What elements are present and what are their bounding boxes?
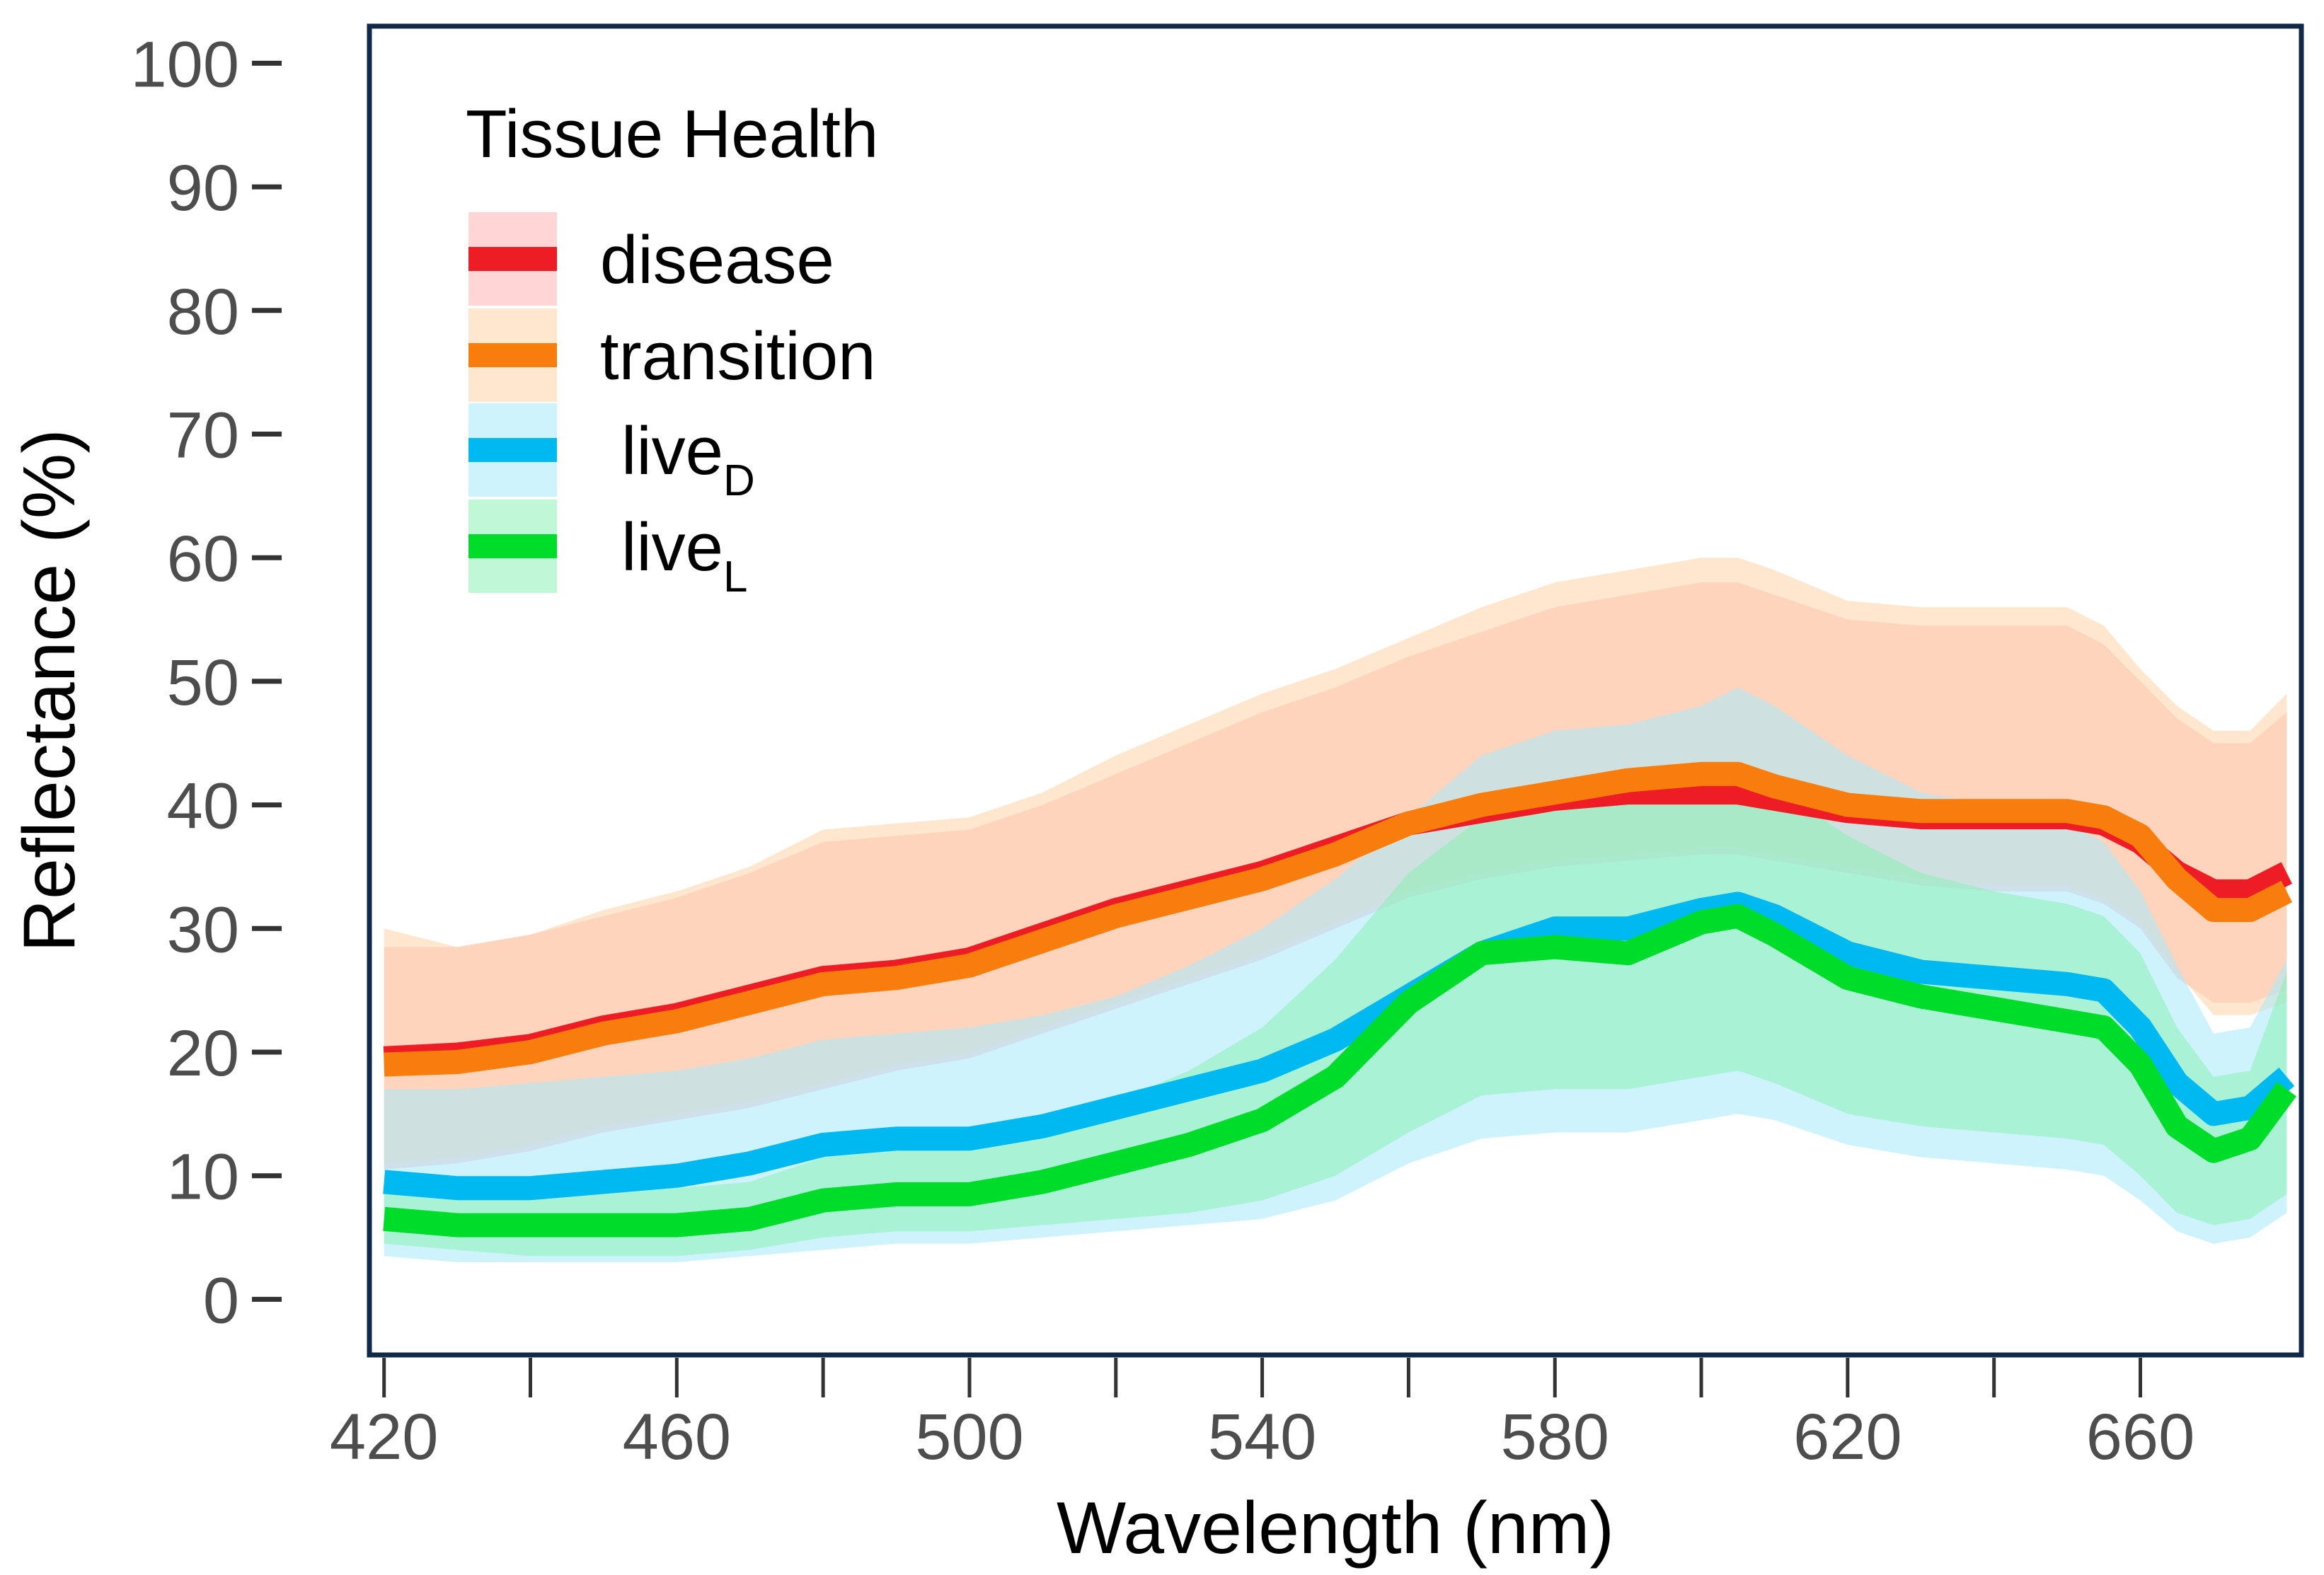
line-liveL — [383, 904, 2296, 1238]
legend-key-line-disease — [468, 247, 557, 271]
y-tick-label-20: 20 — [167, 1017, 239, 1090]
legend-title: Tissue Health — [466, 96, 878, 172]
legend-label-liveD: liveD — [621, 413, 755, 505]
x-tick-label-660: 660 — [2086, 1401, 2195, 1473]
y-tick-label-60: 60 — [167, 523, 239, 595]
y-tick-label-10: 10 — [167, 1141, 239, 1213]
plot-panel-border — [367, 23, 2304, 1358]
band-liveL — [384, 768, 2287, 1257]
legend-label-liveL: liveL — [621, 509, 748, 601]
x-tick-label-460: 460 — [623, 1401, 732, 1473]
y-tick-label-50: 50 — [167, 647, 239, 719]
y-tick-label-80: 80 — [167, 276, 239, 348]
x-axis: 420 460 500 540 580 620 660 — [330, 1358, 2194, 1473]
y-tick-label-40: 40 — [167, 771, 239, 843]
y-axis-title: Reflectance (%) — [8, 429, 91, 952]
legend-label-transition: transition — [600, 318, 876, 394]
legend-key-line-liveD — [468, 438, 557, 462]
line-transition — [384, 761, 2292, 1077]
legend: Tissue Health disease transition liveDlive… — [466, 96, 878, 601]
y-tick-label-100: 100 — [131, 28, 240, 100]
legend-key-line-transition — [468, 343, 557, 367]
y-tick-label-70: 70 — [167, 400, 239, 472]
y-tick-label-90: 90 — [167, 152, 239, 224]
mean-lines — [383, 761, 2296, 1238]
x-tick-label-500: 500 — [915, 1401, 1024, 1473]
y-axis: 0 10 20 30 40 50 60 70 80 90 100 — [131, 28, 282, 1337]
x-tick-label-540: 540 — [1208, 1401, 1317, 1473]
x-tick-label-420: 420 — [330, 1401, 439, 1473]
x-tick-label-620: 620 — [1793, 1401, 1902, 1473]
y-tick-label-0: 0 — [203, 1264, 239, 1337]
legend-label-disease: disease — [600, 222, 834, 298]
y-tick-label-30: 30 — [167, 894, 239, 966]
x-tick-label-580: 580 — [1500, 1401, 1609, 1473]
x-axis-title: Wavelength (nm) — [1057, 1487, 1614, 1569]
legend-key-line-liveL — [468, 534, 557, 558]
